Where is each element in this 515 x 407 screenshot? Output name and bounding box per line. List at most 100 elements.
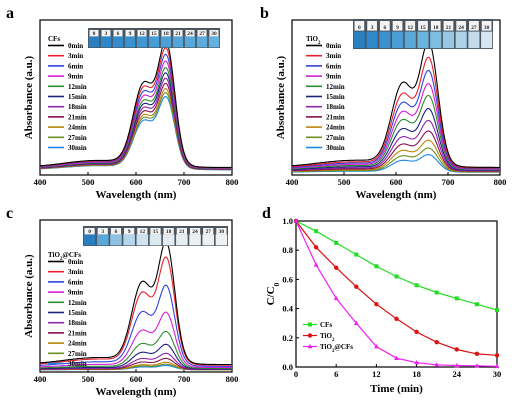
legend-label-0min: 0min	[68, 258, 83, 266]
legend: TiO2 0min 3min 6min 9min 12min 15min 18min 21min…	[306, 35, 345, 152]
data-point	[414, 283, 419, 288]
vial-label-tag	[185, 30, 195, 37]
vial-liquid	[202, 234, 215, 246]
data-point	[293, 218, 299, 223]
legend-label-30min: 30min	[326, 144, 345, 152]
series-line-6min	[292, 69, 500, 170]
vial-label-tag	[124, 228, 135, 235]
legend-label-18min: 18min	[68, 103, 87, 111]
legend: CFs 0min 3min 6min 9min 12min 15min 18min 21min 2…	[48, 35, 87, 152]
vial-number: 18	[163, 31, 169, 37]
vial-label-tag	[97, 228, 108, 235]
series-line-15min	[292, 107, 500, 171]
data-point	[374, 302, 379, 307]
legend-label-15min: 15min	[68, 93, 87, 101]
spectrum-panel-c: c 400 500 600 700 800 Wavelength (nm) Absorbanc…	[6, 205, 238, 398]
data-point	[454, 362, 460, 368]
legend-label-3min: 3min	[68, 52, 83, 60]
series-line-12min	[292, 94, 500, 171]
x-tick-label: 800	[226, 374, 239, 384]
vial-liquid	[110, 234, 122, 246]
vial-number: 30	[219, 229, 225, 235]
vial-liquid	[136, 36, 148, 48]
series-0	[294, 219, 499, 313]
vial-number: 24	[458, 25, 464, 31]
vial-number: 18	[433, 25, 439, 31]
vial-label-tag	[173, 30, 183, 37]
data-point	[454, 347, 459, 352]
x-tick-label: 6	[334, 369, 338, 379]
y-axis-label: C/C0	[265, 282, 281, 305]
y-tick-label: 1.0	[282, 216, 293, 226]
legend-label-12min: 12min	[68, 299, 87, 307]
data-point	[494, 353, 500, 358]
panel-letter: d	[262, 205, 271, 222]
legend-label-24min: 24min	[326, 124, 345, 132]
series-line-0min	[39, 40, 232, 168]
legend-label-9min: 9min	[326, 73, 341, 81]
vial-liquid	[366, 31, 378, 49]
vial-label-tag	[379, 21, 390, 31]
series-line-0min	[292, 40, 500, 168]
vial-label-tag	[430, 21, 441, 31]
vial-label-tag	[125, 30, 135, 37]
legend-label-6min: 6min	[68, 62, 83, 70]
data-point	[314, 229, 319, 234]
y-axis-label: Absorbance (a.u.)	[23, 55, 35, 139]
vial-number: 18	[166, 229, 172, 235]
vial-liquid	[176, 234, 188, 246]
legend-label-6min: 6min	[68, 278, 83, 286]
series-line-3min	[291, 56, 500, 169]
vial-label-tag	[456, 21, 467, 31]
vial-liquid	[208, 36, 220, 48]
legend-label: CFs	[320, 321, 332, 329]
vial-label-tag	[197, 30, 207, 37]
x-tick-label: 600	[130, 177, 143, 187]
vial-photo: 0 3 6 9 12 15 18 21 24 27 30	[353, 19, 493, 49]
x-tick-label: 12	[372, 369, 381, 379]
vial-label-tag	[469, 21, 479, 31]
vial-label-tag	[443, 21, 454, 31]
series-line-9min	[40, 311, 232, 369]
legend-label-3min: 3min	[68, 268, 83, 276]
vial-number: 21	[175, 31, 181, 37]
legend-label-27min: 27min	[326, 134, 345, 142]
data-point	[414, 329, 419, 335]
y-tick-label: 0.6	[282, 274, 293, 284]
data-point	[414, 360, 419, 365]
x-tick-label: 30	[493, 369, 502, 379]
vial-number: 6	[115, 229, 118, 235]
vial-number: 30	[484, 25, 490, 31]
vial-label-tag	[113, 30, 123, 37]
series-line-12min	[39, 330, 232, 369]
vial-label-tag	[189, 228, 201, 235]
vial-label-tag	[367, 21, 377, 31]
legend-title: TiO2@CFs	[48, 251, 81, 262]
vial-number: 6	[383, 25, 386, 31]
vial-label-tag	[392, 21, 403, 31]
vial-photo: 0 3 6 9 12 15 18 21 24 27 30	[88, 28, 220, 48]
data-point	[354, 252, 359, 257]
vial-number: 3	[105, 31, 108, 37]
x-tick-label: 400	[286, 177, 299, 187]
legend-label-21min: 21min	[326, 113, 345, 121]
legend-label-30min: 30min	[68, 360, 87, 368]
panel-letter: b	[260, 5, 269, 22]
vial-liquid	[215, 234, 228, 246]
vial-label-tag	[149, 30, 159, 37]
vial-liquid	[404, 31, 416, 49]
data-point	[374, 343, 379, 349]
x-axis-label: Wavelength (nm)	[96, 189, 177, 201]
vial-liquid	[455, 31, 467, 49]
data-point	[495, 308, 499, 313]
vial-number: 9	[128, 229, 131, 235]
data-point	[334, 265, 339, 270]
vial-number: 24	[187, 31, 193, 37]
legend-label-24min: 24min	[68, 340, 87, 348]
x-tick-label: 24	[453, 369, 462, 379]
vial-liquid	[391, 31, 404, 49]
vial-number: 12	[408, 25, 414, 31]
x-tick-label: 800	[494, 177, 507, 187]
